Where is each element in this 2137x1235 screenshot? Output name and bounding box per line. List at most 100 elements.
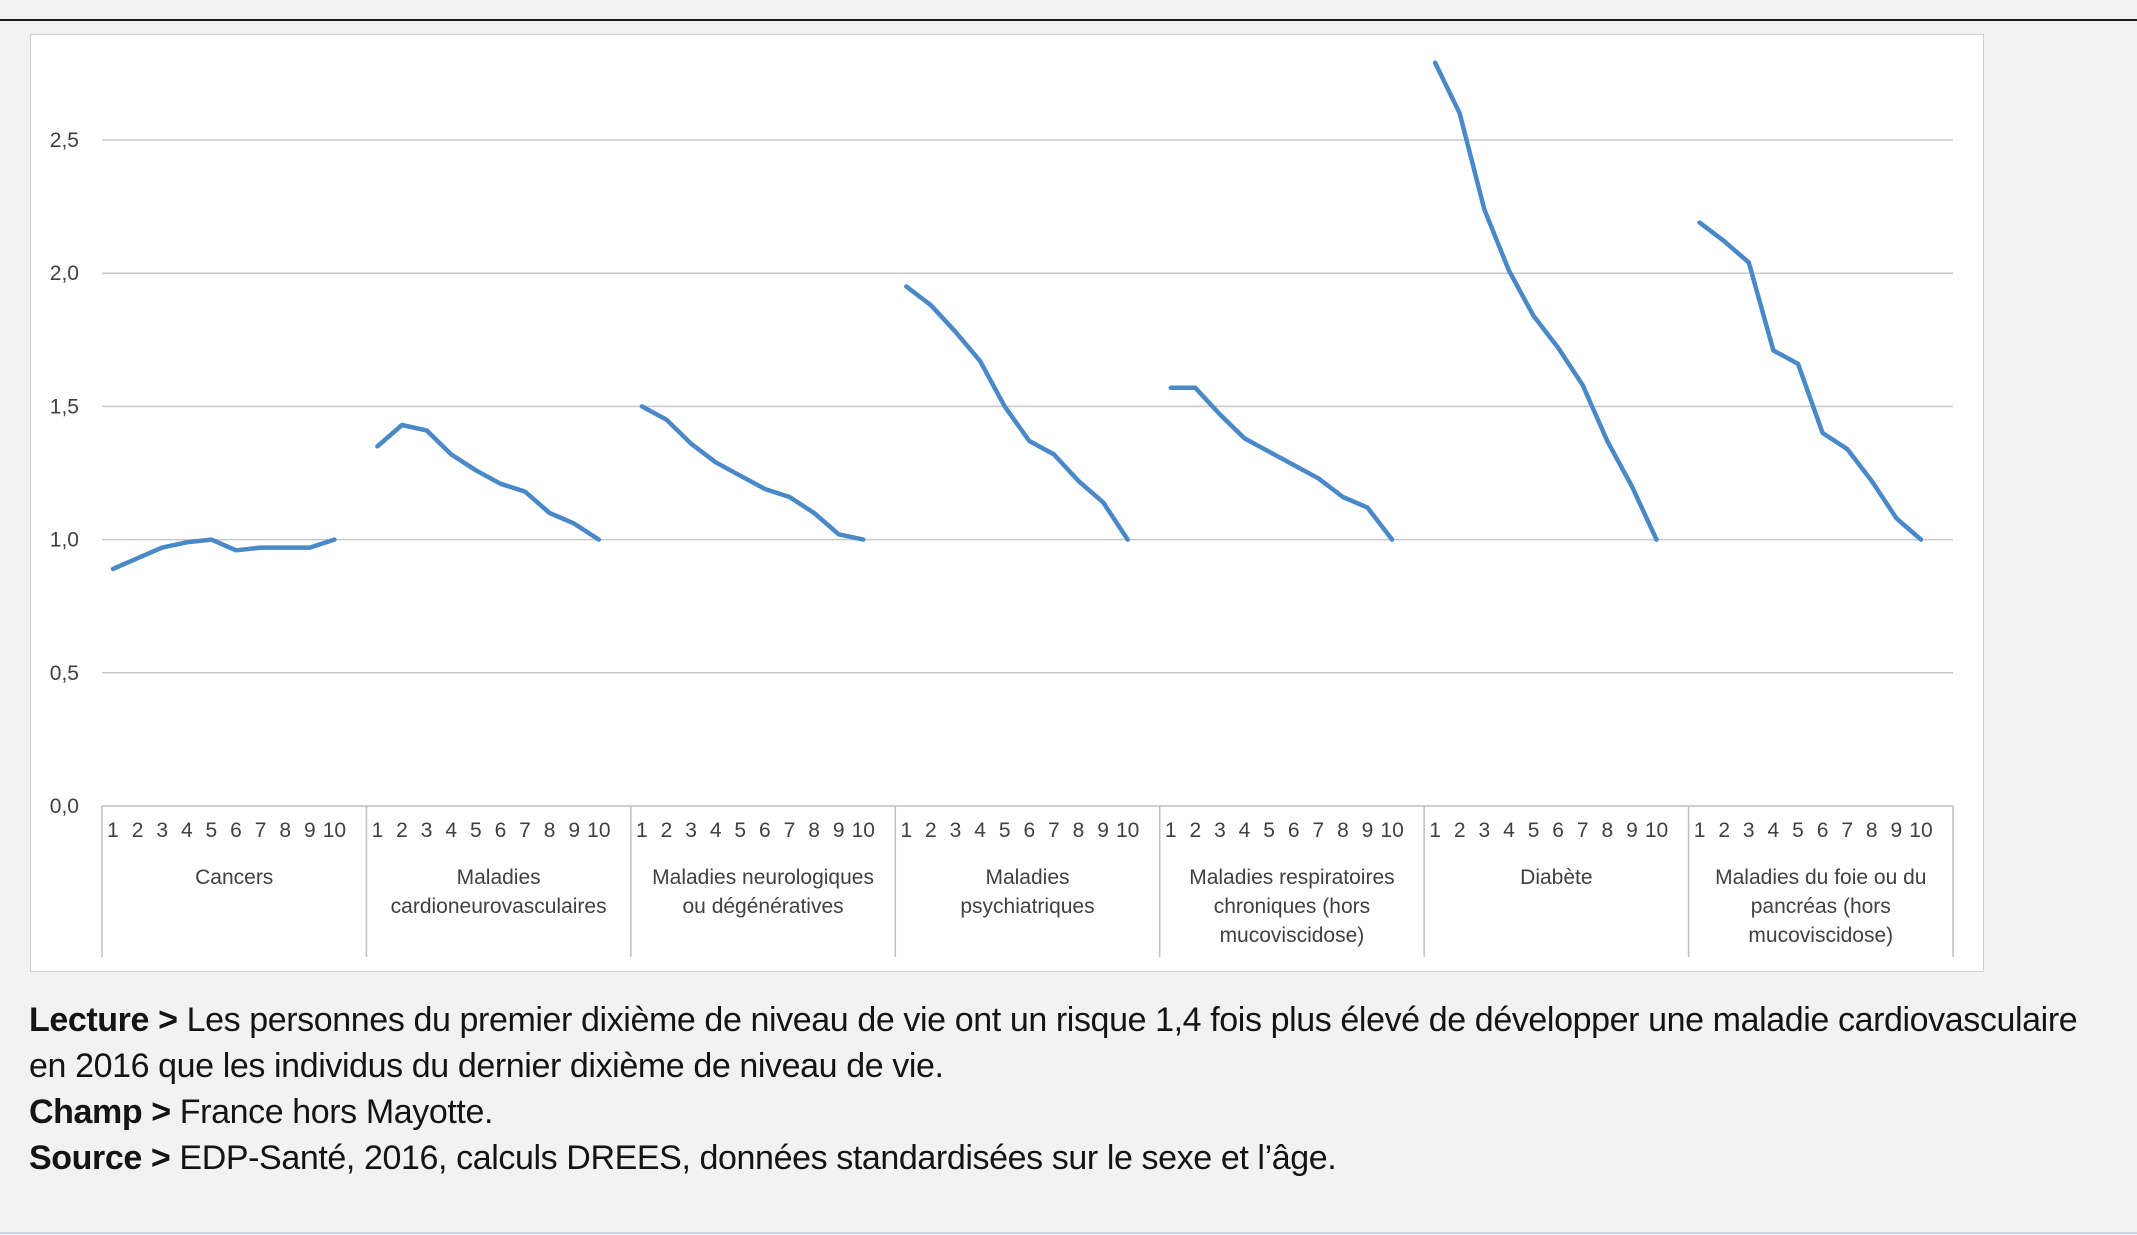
- lecture-text: Les personnes du premier dixième de nive…: [29, 1001, 2078, 1085]
- decile-tick-label: 9: [1626, 819, 1638, 842]
- decile-tick-label: 1: [1165, 819, 1177, 842]
- decile-tick-label: 8: [1601, 819, 1613, 842]
- decile-tick-label: 8: [279, 819, 291, 842]
- decile-tick-label: 5: [1263, 819, 1275, 842]
- decile-tick-label: 10: [1116, 819, 1139, 842]
- decile-tick-label: 4: [1503, 819, 1515, 842]
- series-line: [639, 404, 866, 542]
- decile-tick-label: 6: [495, 819, 507, 842]
- series-line: [1697, 220, 1924, 542]
- source-label: Source >: [29, 1139, 171, 1177]
- decile-tick-label: 5: [1792, 819, 1804, 842]
- decile-tick-label: 2: [1718, 819, 1730, 842]
- decile-tick-label: 7: [519, 819, 531, 842]
- decile-tick-label: 10: [323, 819, 346, 842]
- decile-tick-label: 3: [1478, 819, 1490, 842]
- group-label: Maladies respiratoires chroniques (hors mu…: [1189, 866, 1394, 947]
- decile-tick-label: 4: [1239, 819, 1251, 842]
- decile-tick-label: 3: [950, 819, 962, 842]
- group-label: Maladies neurologiques ou dégénératives: [652, 866, 874, 918]
- decile-tick-label: 1: [636, 819, 648, 842]
- series-line: [1432, 60, 1659, 542]
- decile-tick-label: 5: [206, 819, 218, 842]
- decile-tick-label: 4: [181, 819, 193, 842]
- decile-tick-label: 2: [396, 819, 408, 842]
- lecture-note: Lecture > Les personnes du premier dixiè…: [29, 997, 2109, 1089]
- decile-tick-label: 9: [1097, 819, 1109, 842]
- decile-tick-label: 10: [1645, 819, 1668, 842]
- decile-tick-label: 1: [372, 819, 384, 842]
- group-label: Diabète: [1520, 866, 1592, 889]
- series-line: [1168, 385, 1395, 542]
- decile-tick-label: 2: [661, 819, 673, 842]
- decile-tick-label: 6: [1817, 819, 1829, 842]
- y-tick-label: 2,0: [50, 262, 79, 285]
- bottom-rule: [0, 1232, 2137, 1234]
- decile-tick-label: 8: [1073, 819, 1085, 842]
- decile-tick-label: 2: [925, 819, 937, 842]
- decile-tick-label: 6: [230, 819, 242, 842]
- y-tick-label: 1,5: [50, 395, 79, 418]
- decile-tick-label: 5: [470, 819, 482, 842]
- decile-tick-label: 5: [999, 819, 1011, 842]
- group-label: Maladies cardioneurovasculaires: [391, 866, 607, 918]
- decile-tick-label: 4: [710, 819, 722, 842]
- decile-tick-label: 5: [734, 819, 746, 842]
- y-tick-label: 1,0: [50, 529, 79, 552]
- series-line: [904, 284, 1130, 542]
- decile-tick-label: 7: [1312, 819, 1324, 842]
- decile-tick-label: 1: [1429, 819, 1441, 842]
- decile-tick-label: 7: [1577, 819, 1589, 842]
- decile-tick-label: 1: [107, 819, 119, 842]
- decile-tick-label: 7: [255, 819, 267, 842]
- decile-tick-label: 10: [1380, 819, 1403, 842]
- lecture-label: Lecture >: [29, 1001, 178, 1039]
- y-tick-label: 0,5: [50, 662, 79, 685]
- source-note: Source > EDP-Santé, 2016, calculs DREES,…: [29, 1135, 2109, 1181]
- decile-tick-label: 6: [1023, 819, 1035, 842]
- decile-tick-label: 7: [1841, 819, 1853, 842]
- decile-tick-label: 1: [900, 819, 912, 842]
- group-label: Maladies du foie ou du pancréas (hors muco…: [1715, 866, 1926, 947]
- top-rule: [0, 19, 2137, 21]
- decile-tick-label: 9: [833, 819, 845, 842]
- decile-tick-label: 1: [1694, 819, 1706, 842]
- decile-tick-label: 3: [156, 819, 168, 842]
- decile-tick-label: 3: [1743, 819, 1755, 842]
- decile-tick-label: 10: [1909, 819, 1932, 842]
- decile-tick-label: 8: [808, 819, 820, 842]
- decile-tick-label: 3: [685, 819, 697, 842]
- group-label: Maladies psychiatriques: [960, 866, 1094, 918]
- decile-tick-label: 10: [587, 819, 610, 842]
- decile-tick-label: 2: [1189, 819, 1201, 842]
- source-text: EDP-Santé, 2016, calculs DREES, données …: [170, 1139, 1337, 1177]
- decile-tick-label: 3: [421, 819, 433, 842]
- decile-tick-label: 10: [852, 819, 875, 842]
- decile-tick-label: 8: [1337, 819, 1349, 842]
- decile-tick-label: 4: [1768, 819, 1780, 842]
- decile-tick-label: 8: [544, 819, 556, 842]
- y-tick-label: 2,5: [50, 129, 79, 152]
- decile-tick-label: 5: [1528, 819, 1540, 842]
- series-line: [375, 422, 602, 542]
- decile-tick-label: 6: [1552, 819, 1564, 842]
- decile-tick-label: 9: [1362, 819, 1374, 842]
- decile-tick-label: 8: [1866, 819, 1878, 842]
- decile-tick-label: 2: [1454, 819, 1466, 842]
- y-tick-label: 0,0: [50, 795, 79, 818]
- decile-tick-label: 7: [1048, 819, 1060, 842]
- decile-tick-label: 4: [445, 819, 457, 842]
- chart-notes: Lecture > Les personnes du premier dixiè…: [29, 997, 2109, 1181]
- champ-text: France hors Mayotte.: [170, 1093, 494, 1131]
- decile-tick-label: 3: [1214, 819, 1226, 842]
- chart-area: 0,0 0,5 1,0 1,5 2,0 2,5 1 2 3 4 5 6 7 8 9 10 Cancers 1 2 3 4…: [30, 34, 1984, 972]
- decile-tick-label: 9: [304, 819, 316, 842]
- decile-tick-label: 6: [1288, 819, 1300, 842]
- decile-tick-label: 7: [784, 819, 796, 842]
- decile-tick-label: 4: [974, 819, 986, 842]
- decile-tick-label: 9: [1891, 819, 1903, 842]
- decile-tick-label: 9: [568, 819, 580, 842]
- champ-label: Champ >: [29, 1093, 171, 1131]
- decile-tick-label: 6: [759, 819, 771, 842]
